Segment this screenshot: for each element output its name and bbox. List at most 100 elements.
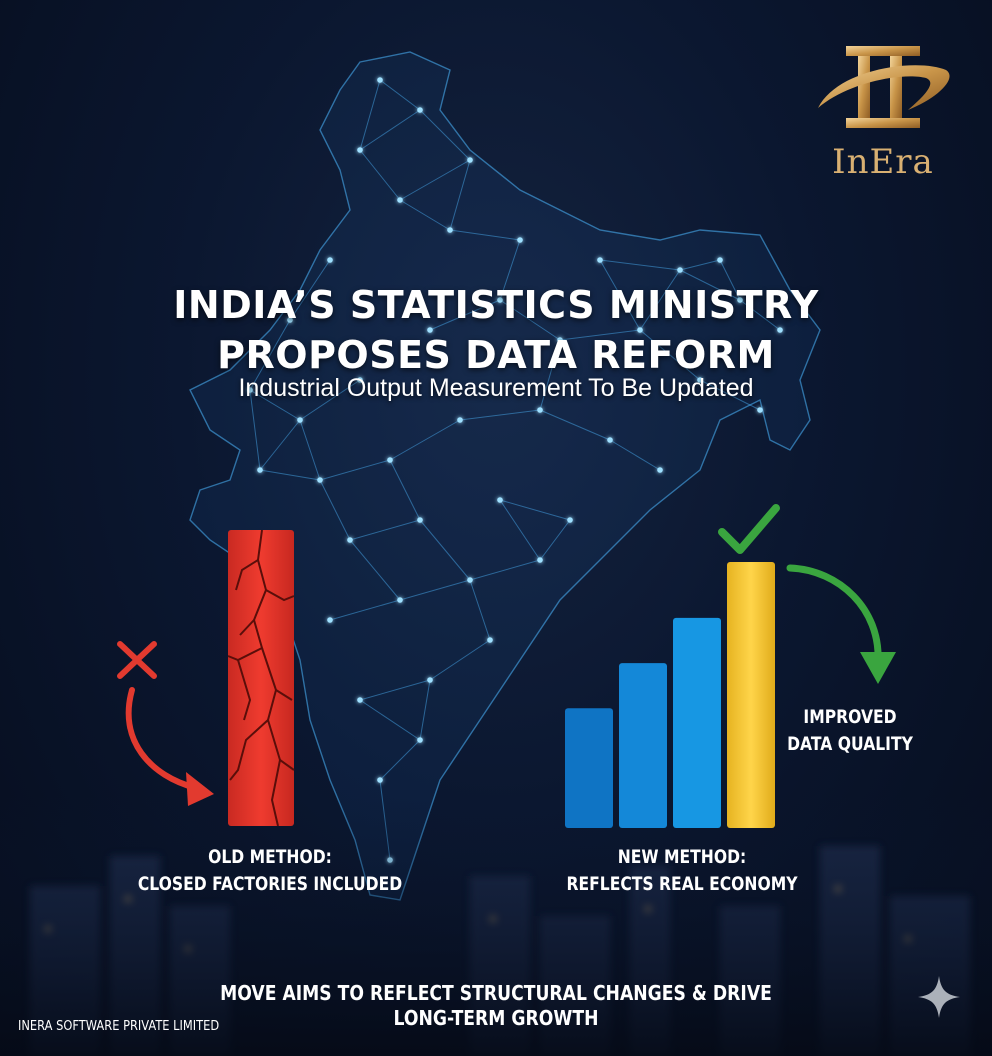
sparkle-icon — [918, 976, 960, 1018]
network-node — [377, 777, 383, 783]
network-link — [449, 229, 521, 241]
network-link — [449, 159, 471, 231]
network-link — [679, 259, 721, 271]
network-link — [469, 559, 541, 581]
network-node — [677, 267, 683, 273]
network-link — [739, 299, 781, 331]
network-link — [429, 299, 501, 331]
network-node — [637, 327, 643, 333]
network-node — [457, 417, 463, 423]
network-node — [737, 297, 743, 303]
network-node — [427, 677, 433, 683]
network-link — [419, 679, 431, 741]
network-node — [317, 477, 323, 483]
growth-bars — [565, 562, 775, 828]
network-link — [419, 109, 471, 161]
network-link — [359, 79, 381, 151]
pillar-swoosh-logo-icon — [818, 46, 950, 128]
data-quality-caption: IMPROVED DATA QUALITY — [776, 704, 924, 758]
growth-bar — [673, 617, 721, 828]
new-method-detail: REFLECTS REAL ECONOMY — [566, 873, 798, 895]
green-arrow-head — [860, 652, 896, 684]
network-node — [357, 147, 363, 153]
red-curved-arrow — [125, 687, 199, 791]
network-link — [539, 409, 611, 441]
network-node — [717, 257, 723, 263]
network-link — [249, 389, 301, 421]
network-node — [417, 517, 423, 523]
footer-line-1: MOVE AIMS TO REFLECT STRUCTURAL CHANGES … — [220, 981, 772, 1005]
network-link — [469, 579, 491, 641]
network-link — [359, 679, 431, 701]
network-node — [417, 107, 423, 113]
network-link — [249, 389, 261, 471]
green-curved-arrow — [786, 564, 882, 664]
company-name: INERA SOFTWARE PRIVATE LIMITED — [18, 1019, 220, 1034]
network-link — [399, 159, 471, 201]
network-link — [379, 79, 421, 111]
network-node — [427, 327, 433, 333]
old-method-graphic — [117, 529, 295, 827]
network-node — [447, 227, 453, 233]
network-link — [679, 269, 741, 301]
network-link — [559, 329, 641, 341]
network-link — [319, 479, 351, 541]
network-link — [359, 699, 421, 741]
headline-line-1: INDIA’S STATISTICS MINISTRY — [173, 283, 819, 327]
network-node — [557, 337, 563, 343]
network-link — [639, 329, 701, 381]
network-node — [297, 417, 303, 423]
network-node — [397, 597, 403, 603]
network-link — [389, 459, 421, 521]
network-link — [359, 109, 421, 151]
network-link — [329, 599, 401, 621]
network-link — [499, 499, 571, 521]
network-node — [597, 257, 603, 263]
network-node — [757, 407, 763, 413]
red-arrow-head — [186, 772, 214, 806]
network-node — [657, 467, 663, 473]
network-link — [499, 299, 561, 341]
network-node — [417, 737, 423, 743]
new-method-label: NEW METHOD: — [617, 846, 747, 868]
headline: INDIA’S STATISTICS MINISTRY PROPOSES DAT… — [96, 280, 896, 380]
network-link — [399, 199, 451, 231]
city-skyline — [0, 796, 992, 1056]
network-node — [347, 537, 353, 543]
checkmark-icon — [718, 504, 780, 554]
network-node — [777, 327, 783, 333]
network-node — [537, 557, 543, 563]
network-node — [357, 697, 363, 703]
crack-lines — [227, 529, 295, 827]
network-node — [327, 617, 333, 623]
inera-logo: InEra — [808, 38, 958, 188]
network-link — [419, 519, 471, 581]
network-link — [539, 339, 561, 411]
network-node — [467, 157, 473, 163]
old-method-detail: CLOSED FACTORIES INCLUDED — [137, 873, 403, 895]
network-link — [499, 239, 521, 301]
network-link — [349, 539, 401, 601]
network-node — [607, 437, 613, 443]
network-node — [257, 467, 263, 473]
network-node — [467, 577, 473, 583]
old-method-caption: OLD METHOD: CLOSED FACTORIES INCLUDED — [131, 844, 410, 898]
network-link — [599, 259, 681, 271]
network-link — [699, 379, 761, 411]
growth-bar — [727, 562, 775, 828]
network-link — [299, 379, 361, 421]
network-node — [497, 497, 503, 503]
new-method-graphic — [565, 504, 896, 828]
footer-message: MOVE AIMS TO REFLECT STRUCTURAL CHANGES … — [195, 981, 797, 1031]
network-node — [397, 197, 403, 203]
headline-line-2: PROPOSES DATA REFORM — [217, 333, 775, 377]
network-link — [359, 149, 401, 201]
network-node — [697, 377, 703, 383]
network-link — [399, 579, 471, 601]
logo-wordmark: InEra — [832, 142, 934, 182]
network-link — [719, 259, 741, 301]
network-link — [389, 419, 461, 461]
growth-bar — [565, 708, 613, 828]
network-node — [497, 297, 503, 303]
old-method-label: OLD METHOD: — [208, 846, 332, 868]
